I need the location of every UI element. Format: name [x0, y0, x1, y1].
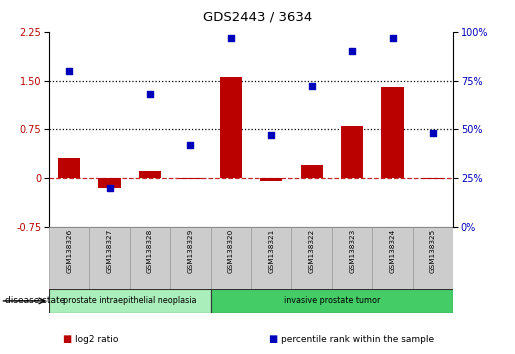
- Bar: [98, 178, 121, 188]
- Point: [227, 35, 235, 41]
- Bar: [49, 227, 90, 289]
- Text: log2 ratio: log2 ratio: [75, 335, 118, 344]
- Bar: [413, 227, 453, 289]
- Bar: [291, 227, 332, 289]
- Bar: [220, 77, 242, 178]
- Bar: [260, 178, 282, 181]
- Bar: [49, 289, 211, 313]
- Text: disease state: disease state: [5, 296, 65, 306]
- Text: prostate intraepithelial neoplasia: prostate intraepithelial neoplasia: [63, 296, 197, 306]
- Text: GSM138322: GSM138322: [308, 228, 315, 273]
- Bar: [139, 171, 161, 178]
- Text: GSM138321: GSM138321: [268, 228, 274, 273]
- Point: [429, 130, 437, 136]
- Text: GSM138324: GSM138324: [389, 228, 396, 273]
- Bar: [211, 289, 453, 313]
- Bar: [341, 126, 363, 178]
- Bar: [130, 227, 170, 289]
- Text: GDS2443 / 3634: GDS2443 / 3634: [203, 11, 312, 24]
- Point: [267, 132, 276, 138]
- Text: GSM138329: GSM138329: [187, 228, 194, 273]
- Text: GSM138328: GSM138328: [147, 228, 153, 273]
- Bar: [332, 227, 372, 289]
- Bar: [58, 159, 80, 178]
- Text: GSM138325: GSM138325: [430, 228, 436, 273]
- Point: [146, 91, 154, 97]
- Bar: [90, 227, 130, 289]
- Text: ■: ■: [62, 334, 71, 344]
- Point: [307, 84, 316, 89]
- Bar: [179, 178, 201, 179]
- Point: [388, 35, 397, 41]
- Point: [106, 185, 114, 190]
- Text: percentile rank within the sample: percentile rank within the sample: [281, 335, 434, 344]
- Text: ■: ■: [268, 334, 277, 344]
- Text: GSM138320: GSM138320: [228, 228, 234, 273]
- Point: [186, 142, 195, 148]
- Text: GSM138327: GSM138327: [107, 228, 113, 273]
- Point: [65, 68, 73, 74]
- Text: GSM138326: GSM138326: [66, 228, 72, 273]
- Bar: [211, 227, 251, 289]
- Bar: [372, 227, 413, 289]
- Bar: [382, 87, 404, 178]
- Bar: [251, 227, 291, 289]
- Text: invasive prostate tumor: invasive prostate tumor: [284, 296, 380, 306]
- Text: GSM138323: GSM138323: [349, 228, 355, 273]
- Bar: [301, 165, 323, 178]
- Bar: [170, 227, 211, 289]
- Bar: [422, 178, 444, 179]
- Point: [348, 48, 356, 54]
